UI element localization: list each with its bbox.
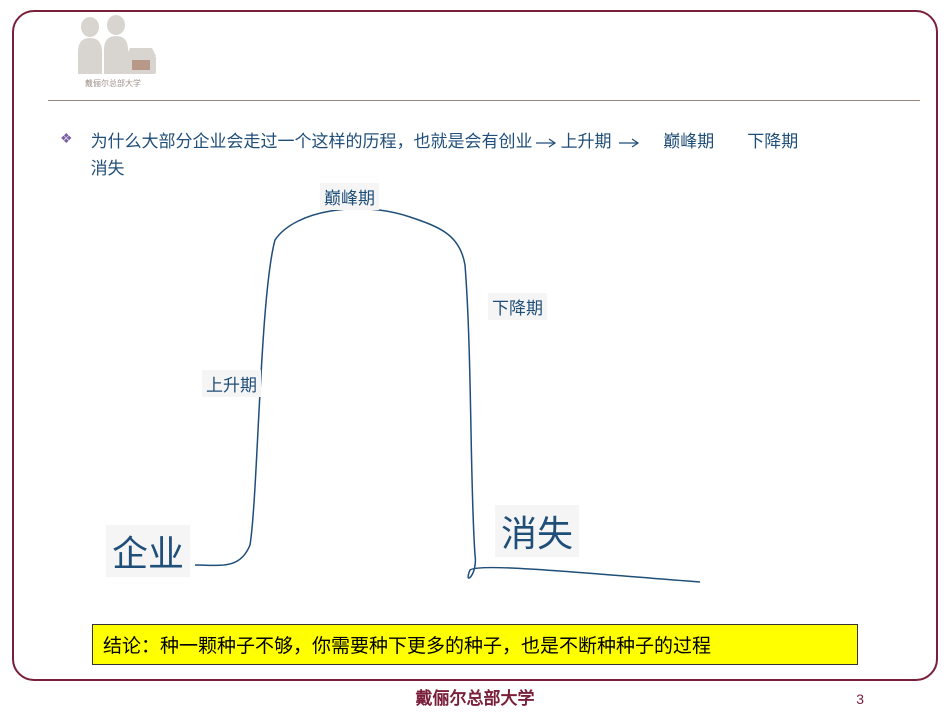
arrow-icon	[617, 137, 643, 149]
logo-area: 戴俪尔总部大学	[48, 12, 178, 97]
page-number: 3	[856, 691, 864, 707]
bullet-phase1: 上升期	[561, 132, 612, 151]
label-rise: 上升期	[202, 370, 261, 397]
conclusion-box: 结论：种一颗种子不够，你需要种下更多的种子，也是不断种种子的过程	[92, 624, 858, 665]
logo-caption: 戴俪尔总部大学	[48, 78, 178, 89]
bullet-phase3: 下降期	[747, 132, 798, 151]
logo-silhouette-icon	[48, 12, 178, 77]
footer-title: 戴俪尔总部大学	[0, 684, 950, 709]
label-decline: 下降期	[488, 293, 547, 320]
label-start: 企业	[106, 525, 190, 577]
arrow-icon	[534, 137, 560, 149]
lifecycle-chart: 巅峰期 上升期 下降期 企业 消失	[100, 175, 850, 595]
label-peak: 巅峰期	[320, 183, 379, 210]
bullet-prefix: 为什么大部分企业会走过一个这样的历程，也就是会有创业	[91, 132, 533, 151]
lifecycle-curve-path	[195, 209, 700, 582]
bullet-diamond-icon: ❖	[60, 130, 73, 147]
label-end: 消失	[495, 505, 579, 557]
bullet-phase2: 巅峰期	[663, 132, 714, 151]
header-divider	[48, 100, 920, 101]
